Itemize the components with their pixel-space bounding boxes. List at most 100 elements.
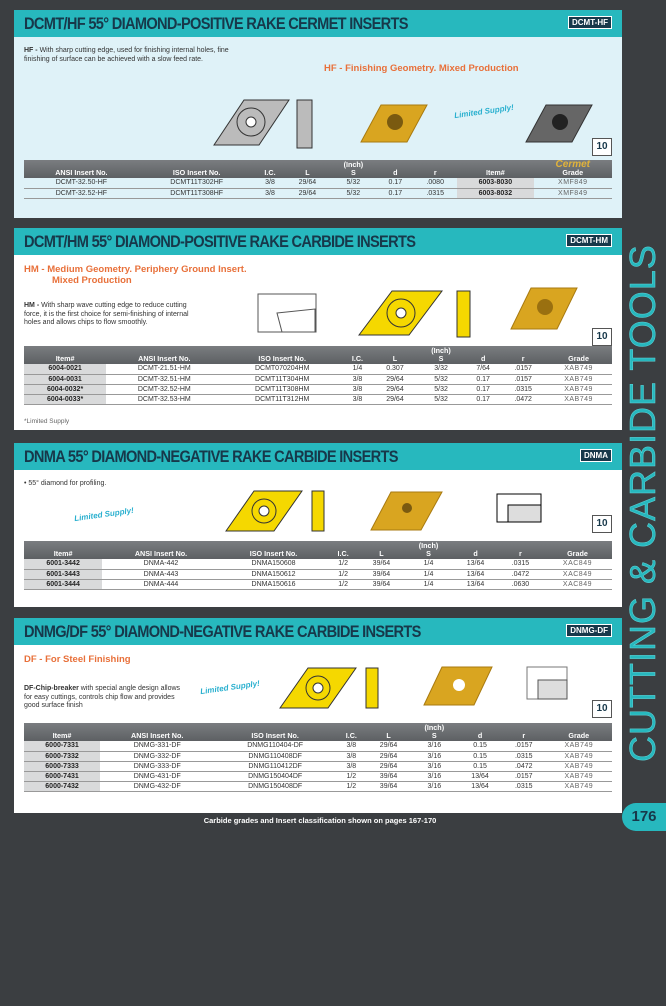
table-cell: DNMG-333-DF: [100, 761, 215, 772]
table-cell: DNMG-332-DF: [100, 751, 215, 762]
column-header-label: Item#: [53, 549, 73, 558]
column-header: Grade: [545, 723, 612, 741]
section-dnma: DNMA 55° DIAMOND-NEGATIVE RAKE CARBIDE I…: [14, 443, 622, 607]
table-cell: 1/2: [327, 579, 359, 590]
column-header: I.C.: [341, 346, 373, 364]
column-header-label: Grade: [568, 731, 590, 740]
section-dnmg-df: DNMG/DF 55° DIAMOND-NEGATIVE RAKE CARBID…: [14, 618, 622, 813]
spec-table: Item# ANSI Insert No. ISO Insert No. I.C. L (…: [24, 346, 612, 405]
inch-label: (Inch): [431, 346, 451, 355]
table-row: 6001-3443 DNMA-443 DNMA150612 1/2 39/64 1/4 13…: [24, 569, 612, 580]
insert-photo-gray-icon: [525, 104, 593, 143]
table-row: 6004-0032* DCMT-32.52-HM DCMT11T308HM 3/8 29…: [24, 384, 612, 395]
table-cell: .0157: [501, 741, 546, 752]
item-number-cell: 6004-0021: [24, 364, 107, 375]
item-number-cell: 6000-7332: [24, 751, 101, 762]
table-cell: XAC849: [542, 569, 612, 580]
table-cell: XMF849: [533, 188, 612, 199]
table-cell: XAB749: [545, 741, 612, 752]
column-header: (Inch) S: [410, 723, 459, 741]
item-number-cell: 6003-8030: [457, 178, 534, 189]
column-header: (Inch) S: [403, 541, 454, 559]
table-cell: 0.15: [458, 751, 502, 762]
table-cell: 5/32: [416, 384, 466, 395]
table-header-row: Item# ANSI Insert No. ISO Insert No. I.C. L (…: [24, 541, 612, 559]
table-cell: 0.17: [465, 374, 502, 385]
subtitle: HF - Finishing Geometry. Mixed Productio…: [324, 63, 519, 74]
table-cell: DNMA-443: [102, 569, 220, 580]
spec-table: Item# ANSI Insert No. ISO Insert No. I.C. L (…: [24, 541, 612, 590]
section-header: DCMT/HM 55° DIAMOND-POSITIVE RAKE CARBID…: [14, 228, 622, 255]
table-row: 6001-3442 DNMA-442 DNMA150608 1/2 39/64 1/4 13…: [24, 559, 612, 570]
item-number-cell: 6000-7333: [24, 761, 101, 772]
column-header: Cermet Grade: [533, 160, 612, 178]
table-cell: 29/64: [366, 761, 411, 772]
description: • 55° diamond for profiling.: [24, 480, 107, 487]
table-cell: DNMG110408DF: [214, 751, 336, 762]
table-cell: .0472: [497, 569, 543, 580]
column-header: Item#: [24, 541, 103, 559]
description: DF-Chip-breaker with special angle desig…: [24, 685, 189, 711]
table-row: 6004-0033* DCMT-32.53-HM DCMT11T312HM 3/8 29…: [24, 394, 612, 405]
column-header: ISO Insert No.: [138, 160, 255, 178]
column-header: Item#: [24, 346, 107, 364]
column-header: d: [465, 346, 502, 364]
item-number-cell: 6000-7432: [24, 781, 101, 792]
table-cell: 39/64: [366, 781, 411, 792]
column-header-label: ANSI Insert No.: [131, 731, 184, 740]
column-header-label: I.C.: [351, 354, 364, 363]
table-cell: DNMG-432-DF: [100, 781, 215, 792]
column-header-label: Item#: [52, 731, 72, 740]
column-header: I.C.: [327, 541, 359, 559]
inch-label: (Inch): [424, 723, 445, 732]
table-cell: 29/64: [285, 188, 330, 199]
section-dcmt-hf: DCMT/HF 55° DIAMOND-POSITIVE RAKE CERMET…: [14, 10, 622, 218]
subtitle: HM - Medium Geometry. Periphery Ground I…: [24, 264, 247, 275]
desc-label: HM -: [24, 302, 40, 309]
table-cell: .0157: [501, 771, 546, 782]
column-header-label: r: [519, 549, 522, 558]
table-cell: 1/2: [335, 771, 367, 782]
table-cell: XMF849: [533, 178, 612, 189]
table-cell: 3/16: [410, 781, 459, 792]
table-cell: 29/64: [285, 178, 330, 189]
column-header-label: S: [431, 731, 437, 740]
section-tag: DNMA: [580, 449, 612, 462]
table-cell: XAC849: [542, 559, 612, 570]
item-number-cell: 6004-0032*: [24, 384, 107, 395]
table-cell: 39/64: [366, 771, 411, 782]
table-cell: DNMG110404-DF: [214, 741, 336, 752]
section-header: DNMA 55° DIAMOND-NEGATIVE RAKE CARBIDE I…: [14, 443, 622, 470]
column-header-label: d: [480, 354, 486, 363]
desc-text: with special angle design allows for eas…: [24, 685, 181, 709]
column-header: I.C.: [254, 160, 286, 178]
column-header-label: L: [392, 354, 398, 363]
column-header: Item#: [457, 160, 534, 178]
table-row: 6000-7431 DNMG-431-DF DNMG150404DF 1/2 39/64…: [24, 771, 612, 782]
table-row: 6000-7432 DNMG-432-DF DNMG150408DF 1/2 39/64…: [24, 781, 612, 792]
column-header: ANSI Insert No.: [102, 541, 220, 559]
column-header-label: I.C.: [264, 168, 276, 177]
profile-diagram-icon: [496, 493, 542, 523]
subtitle-2: Mixed Production: [52, 275, 132, 286]
column-header: Item#: [24, 723, 101, 741]
footer-note: Carbide grades and Insert classification…: [203, 816, 437, 825]
column-header: L: [366, 723, 411, 741]
item-number-cell: 6004-0033*: [24, 394, 107, 405]
table-cell: DCMT11T302HF: [138, 178, 255, 189]
section-header: DCMT/HF 55° DIAMOND-POSITIVE RAKE CERMET…: [14, 10, 622, 37]
insert-photo-gold-icon: [423, 666, 493, 706]
column-header-label: L: [305, 168, 310, 177]
column-header: r: [501, 723, 546, 741]
table-cell: XAB749: [545, 374, 612, 385]
page-number: 176: [622, 803, 666, 831]
table-cell: .0157: [501, 364, 546, 375]
side-title: CUTTING & CARBIDE TOOLS: [622, 244, 664, 762]
spec-table: ANSI Insert No. ISO Insert No. I.C. L (Inch)…: [24, 160, 612, 199]
insert-diagram-icon: [213, 99, 313, 149]
table-cell: 5/32: [329, 178, 378, 189]
spec-table: Item# ANSI Insert No. ISO Insert No. I.C. L (…: [24, 723, 612, 792]
table-cell: 7/64: [465, 364, 502, 375]
section-tag: DCMT-HM: [566, 234, 612, 247]
table-cell: 0.17: [377, 188, 414, 199]
